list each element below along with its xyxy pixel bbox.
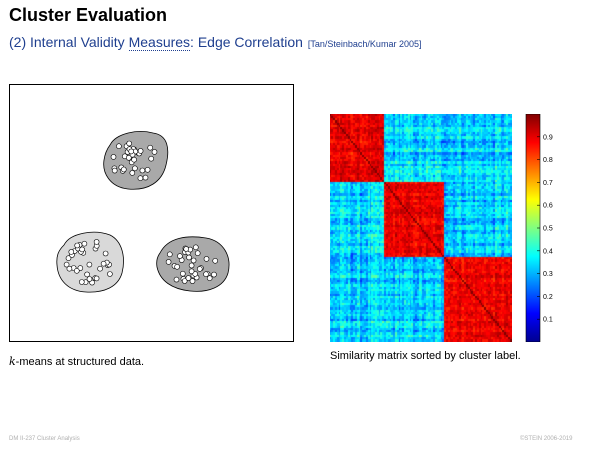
- reference-citation: [Tan/Steinbach/Kumar 2005]: [308, 39, 422, 49]
- data-point: [129, 149, 134, 154]
- data-point: [177, 254, 182, 259]
- data-point: [98, 266, 103, 271]
- data-point: [69, 249, 74, 254]
- subtitle-suffix: : Edge Correlation: [190, 34, 303, 50]
- data-point: [152, 149, 157, 154]
- slide-title: Cluster Evaluation: [9, 5, 167, 26]
- slide-subtitle: (2) Internal Validity Measures: Edge Cor…: [9, 34, 421, 50]
- data-point: [166, 259, 171, 264]
- colorbar-tick-label: 0.9: [543, 134, 553, 141]
- data-point: [213, 258, 218, 263]
- data-point: [126, 155, 131, 160]
- left-figure-caption: k-means at structured data.: [9, 355, 144, 368]
- data-point: [191, 258, 196, 263]
- caption-k: k: [9, 355, 16, 368]
- data-point: [175, 264, 180, 269]
- data-point: [204, 272, 209, 277]
- colorbar: 0.1 0.2 0.3 0.4 0.5 0.6 0.7 0.8 0.9: [525, 114, 565, 342]
- data-point: [121, 167, 126, 172]
- data-point: [75, 243, 80, 248]
- colorbar-tick-label: 0.7: [543, 180, 553, 187]
- data-point: [116, 144, 121, 149]
- data-point: [143, 175, 148, 180]
- caption-rest: -means at structured data.: [16, 356, 144, 368]
- data-point: [111, 154, 116, 159]
- right-figure-caption: Similarity matrix sorted by cluster labe…: [330, 350, 521, 362]
- data-point: [107, 272, 112, 277]
- data-point: [186, 276, 191, 281]
- data-point: [94, 276, 99, 281]
- data-point: [140, 168, 145, 173]
- data-point: [87, 277, 92, 282]
- data-point: [85, 272, 90, 277]
- colorbar-tick-label: 0.6: [543, 203, 553, 210]
- data-point: [94, 239, 99, 244]
- data-point: [180, 271, 185, 276]
- data-point: [138, 148, 143, 153]
- data-point: [103, 251, 108, 256]
- colorbar-tick-label: 0.1: [543, 317, 553, 324]
- data-point: [79, 280, 84, 285]
- footer-left: DM II-237 Cluster Analysis: [9, 436, 80, 442]
- data-point: [87, 262, 92, 267]
- colorbar-tick-label: 0.8: [543, 157, 553, 164]
- data-point: [145, 167, 150, 172]
- data-point: [80, 247, 85, 252]
- kmeans-scatter-plot: [9, 84, 294, 342]
- data-point: [207, 276, 212, 281]
- data-point: [132, 166, 137, 171]
- data-point: [212, 272, 217, 277]
- data-point: [184, 247, 189, 252]
- data-point: [112, 168, 117, 173]
- data-point: [148, 145, 153, 150]
- colorbar-tick-label: 0.3: [543, 271, 553, 278]
- colorbar-tick-label: 0.2: [543, 294, 553, 301]
- colorbar-tick-label: 0.4: [543, 248, 553, 255]
- data-point: [189, 269, 194, 274]
- data-point: [67, 266, 72, 271]
- measures-link[interactable]: Measures: [129, 34, 190, 51]
- data-point: [149, 156, 154, 161]
- data-point: [195, 251, 200, 256]
- data-point: [189, 263, 194, 268]
- data-point: [197, 266, 202, 271]
- data-point: [174, 277, 179, 282]
- similarity-matrix-heatmap: [330, 114, 512, 342]
- data-point: [127, 141, 132, 146]
- data-point: [82, 241, 87, 246]
- data-point: [74, 268, 79, 273]
- data-point: [167, 252, 172, 257]
- footer-right: ©STEIN 2006-2019: [520, 436, 572, 442]
- cluster-blobs: [10, 85, 293, 341]
- data-point: [130, 170, 135, 175]
- data-point: [138, 176, 143, 181]
- data-point: [204, 256, 209, 261]
- data-point: [187, 255, 192, 260]
- subtitle-prefix: (2) Internal Validity: [9, 34, 129, 50]
- data-point: [132, 157, 137, 162]
- colorbar-tick-label: 0.5: [543, 226, 553, 233]
- data-point: [193, 245, 198, 250]
- data-point: [101, 261, 106, 266]
